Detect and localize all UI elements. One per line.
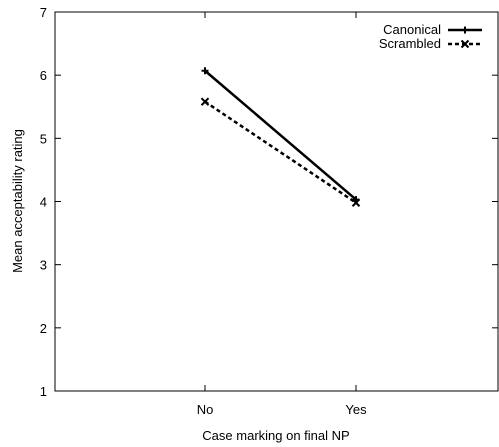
series-scrambled — [200, 97, 361, 207]
x-tick-label: No — [197, 402, 214, 417]
x-axis-title: Case marking on final NP — [202, 428, 349, 443]
data-point-scrambled — [200, 97, 210, 106]
series-line-scrambled — [204, 100, 357, 204]
y-axis-title: Mean acceptability rating — [10, 129, 25, 273]
x-axis: No Yes — [197, 12, 367, 417]
series-line-canonical — [204, 69, 357, 201]
y-axis: 1 2 3 4 5 6 7 — [40, 5, 498, 399]
plot-frame — [54, 11, 499, 392]
y-tick-label: 7 — [40, 5, 47, 20]
y-tick-label: 4 — [40, 195, 47, 210]
legend-marker-scrambled — [460, 39, 470, 49]
y-tick-label: 6 — [40, 68, 47, 83]
y-tick-label: 1 — [40, 384, 47, 399]
y-tick-label: 2 — [40, 321, 47, 336]
legend-label-scrambled: Scrambled — [379, 36, 441, 51]
data-point-scrambled — [351, 198, 361, 207]
y-tick-label: 5 — [40, 131, 47, 146]
series-layer — [200, 67, 361, 207]
legend-label-canonical: Canonical — [383, 22, 441, 37]
x-tick-label: Yes — [345, 402, 367, 417]
y-tick-label: 3 — [40, 258, 47, 273]
series-canonical — [201, 67, 360, 204]
